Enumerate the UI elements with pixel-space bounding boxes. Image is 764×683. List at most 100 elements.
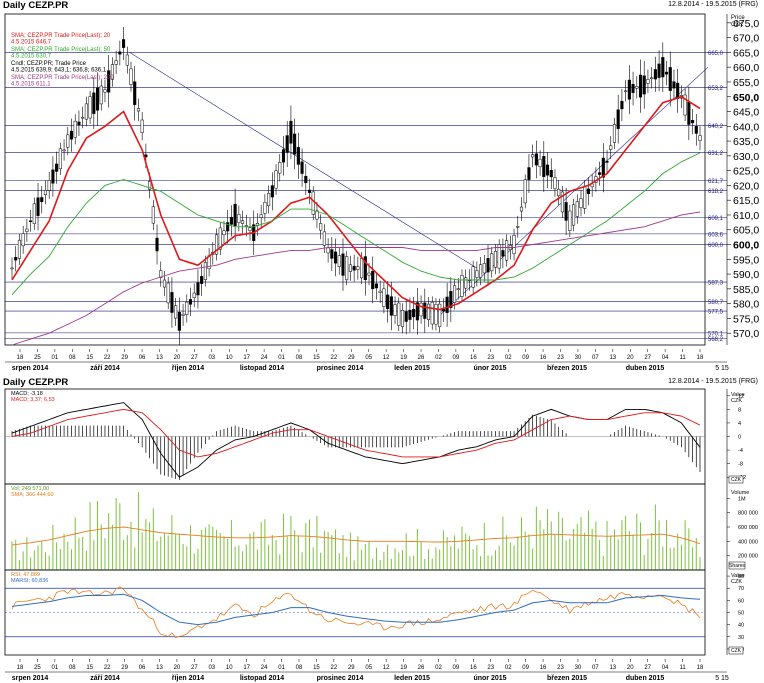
candle-body: [66, 134, 70, 148]
time-tick-label-top: 25: [34, 355, 41, 361]
time-tick-label-top: 27: [644, 355, 651, 361]
candle-body: [248, 227, 252, 231]
legend-value: 4.5.2015 630,7: [11, 54, 52, 60]
candle-body: [638, 74, 643, 98]
h-level-label: 577,5: [708, 310, 724, 316]
candle-body: [118, 51, 122, 55]
candle-body: [58, 148, 62, 170]
time-tick-label-top: 13: [156, 355, 163, 361]
candle-body: [263, 202, 267, 214]
h-level-label: 653,2: [708, 86, 724, 92]
candle-body: [691, 120, 695, 124]
price-tick-label: 600,0: [733, 240, 759, 252]
candle-body: [668, 67, 672, 91]
candle-body: [326, 247, 330, 254]
rsi-unit-box-label: CZK: [731, 648, 742, 654]
price-tick-label: 575,0: [733, 313, 759, 325]
macd-tick-label: -8: [738, 462, 743, 468]
candle-body: [538, 158, 542, 168]
time-tick-label-top: 09: [522, 355, 529, 361]
candle-body: [601, 157, 605, 178]
time-end-label-top: 5 15: [715, 365, 729, 372]
trend-line-down: [129, 52, 478, 269]
candle-body: [14, 257, 18, 261]
volume-tick-label: 400 000: [738, 539, 758, 545]
price-tick-label: 615,0: [733, 195, 759, 207]
price-tick-label: 660,0: [733, 62, 759, 74]
candle-body: [575, 201, 579, 217]
h-level-label: 640,2: [708, 124, 724, 130]
indicators-date-range: 12.8.2014 - 19.5.2015 (FRG): [668, 378, 758, 385]
candle-body: [635, 86, 639, 89]
time-tick-label-top: 18: [697, 355, 704, 361]
time-tick-label-top: 02: [505, 355, 512, 361]
candle-body: [315, 210, 319, 220]
volume-unit-box: [728, 561, 746, 570]
candle-body: [174, 305, 178, 319]
price-tick-label: 640,0: [733, 121, 759, 133]
candle-body: [196, 282, 200, 296]
candle-body: [583, 185, 587, 209]
macd-signal-line: [11, 408, 701, 458]
time-tick-label-top: 01: [52, 355, 59, 361]
candle-body: [419, 302, 423, 317]
volume-tick-label: 200 000: [738, 554, 758, 560]
candle-body: [125, 54, 129, 66]
time-tick-label-bottom: 15: [313, 665, 320, 671]
volume-tick-label: 800 000: [738, 511, 758, 517]
time-tick-label-bottom: 19: [400, 665, 407, 671]
candle-body: [624, 90, 628, 93]
price-axis-unit: CZK: [731, 22, 743, 28]
candle-body: [464, 277, 468, 289]
candle-body: [181, 313, 185, 316]
chart-title: Daily CEZP.PR: [3, 0, 69, 11]
rsi-legend-2: MARSI; 60,836: [11, 578, 48, 584]
candle-body: [185, 301, 189, 315]
h-level-label: 631,2: [708, 151, 724, 157]
macd-tick-label: 12: [738, 394, 744, 400]
time-tick-label-bottom: 07: [592, 665, 599, 671]
candle-body: [337, 255, 341, 267]
price-tick-label: 645,0: [733, 107, 759, 119]
month-label-top: březen 2015: [547, 365, 587, 372]
candle-body: [557, 188, 561, 197]
candle-body: [10, 267, 14, 270]
volume-tick-label: 1M: [738, 496, 746, 502]
legend-label: SMA; CEZP.PR Trade Price(Last); 200: [11, 75, 114, 81]
candle-body: [304, 175, 308, 184]
macd-tick-label: 4: [738, 421, 741, 427]
time-tick-label-top: 08: [69, 355, 76, 361]
legend-label: SMA; CEZP.PR Trade Price(Last); 20: [11, 33, 111, 39]
rsi-tick-label: 50: [738, 611, 744, 617]
macd-line: [11, 402, 701, 478]
candle-body: [88, 96, 92, 119]
candle-body: [642, 75, 646, 95]
volume-sma-line: [11, 526, 701, 546]
candle-body: [523, 179, 527, 204]
candle-body: [188, 299, 193, 305]
time-tick-label-top: 23: [487, 355, 494, 361]
time-tick-label-bottom: 23: [557, 665, 564, 671]
month-label-bottom: listopad 2014: [240, 675, 284, 682]
candle-body: [519, 206, 524, 212]
rsi-legend-1: RSI; 47,889: [11, 572, 40, 578]
candle-body: [553, 177, 557, 189]
candle-body: [122, 39, 126, 48]
h-level-label: 580,7: [708, 300, 724, 306]
time-tick-label-bottom: 24: [261, 665, 268, 671]
candle-body: [352, 265, 356, 271]
macd-unit-box-label: CZK: [731, 477, 742, 483]
candle-body: [166, 282, 170, 304]
rsi-axis-unit: CZK: [731, 579, 742, 585]
candle-body: [586, 188, 590, 194]
time-tick-label-bottom: 23: [487, 665, 494, 671]
candle-body: [393, 304, 397, 316]
candle-body: [259, 214, 263, 218]
time-tick-label-bottom: 20: [174, 665, 181, 671]
candle-body: [218, 227, 222, 250]
time-tick-label-bottom: 13: [156, 665, 163, 671]
time-tick-label-bottom: 17: [243, 665, 250, 671]
candle-body: [140, 119, 144, 133]
candle-body: [241, 220, 245, 224]
